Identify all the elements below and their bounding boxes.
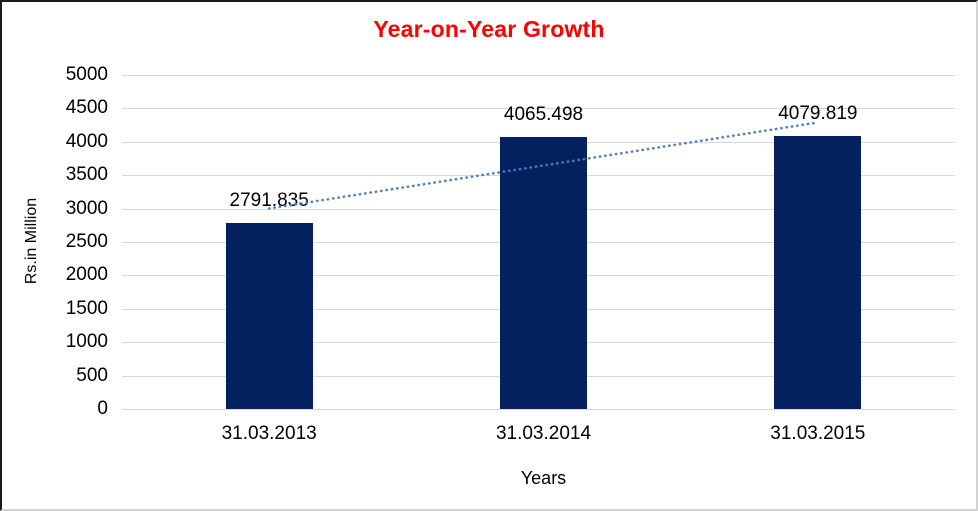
plot-area: 2791.835 4065.498 4079.819 <box>132 75 955 410</box>
y-axis-tick <box>122 108 132 110</box>
y-tick-label: 4000 <box>65 130 108 152</box>
y-tick-label: 0 <box>97 398 108 419</box>
x-category-label: 31.03.2013 <box>221 423 317 444</box>
y-axis-tick <box>122 208 132 210</box>
y-axis-tick <box>122 342 132 344</box>
y-axis-tick <box>122 175 132 177</box>
gridline <box>132 108 955 110</box>
y-tick-label: 2000 <box>65 264 108 286</box>
y-tick-label: 4500 <box>65 97 108 119</box>
y-axis-tick <box>122 275 132 277</box>
y-tick-label: 500 <box>76 364 108 386</box>
y-axis-tick <box>122 409 132 410</box>
bar <box>774 136 862 409</box>
y-axis-tick <box>122 75 132 76</box>
bar-data-label: 4065.498 <box>503 104 584 126</box>
x-axis-title: Years <box>520 468 567 488</box>
y-tick-label: 2500 <box>65 231 108 252</box>
bar-data-label: 4079.819 <box>778 103 858 125</box>
y-tick-label: 3500 <box>65 164 108 186</box>
y-tick-label: 3000 <box>65 197 108 219</box>
trendline-path <box>267 121 820 210</box>
x-category-label: 31.03.2015 <box>770 423 866 444</box>
chart-title: Year-on-Year Growth <box>373 16 605 42</box>
bar <box>225 222 313 409</box>
y-axis-tick <box>122 308 132 310</box>
trendline <box>267 121 820 210</box>
gridline <box>132 409 955 410</box>
bar-data-label: 2791.835 <box>229 189 309 211</box>
x-category-label: 31.03.2014 <box>495 423 592 444</box>
y-tick-label: 1000 <box>65 331 108 353</box>
y-axis-tick <box>122 375 132 377</box>
y-axis-tick <box>122 242 132 243</box>
y-tick-label: 1500 <box>65 297 108 319</box>
y-axis-tick <box>122 141 132 143</box>
gridline <box>132 75 955 76</box>
y-tick-label: 5000 <box>65 64 108 85</box>
bar <box>500 137 587 409</box>
